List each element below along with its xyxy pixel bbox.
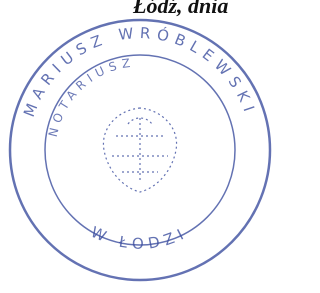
place-date: Łódź, dnia [132,0,228,18]
stamp-bottom-text-path: W ŁODZI [88,223,192,253]
document-fragment: Łódź, dnia MARIUSZ WRÓBLEWSKI W ŁODZI NO… [0,0,275,293]
page: {"header": {"place_date": "Łódź, dnia"},… [0,0,275,293]
stamp-emblem [103,108,176,192]
stamp-bottom-text: W ŁODZI [88,223,192,253]
